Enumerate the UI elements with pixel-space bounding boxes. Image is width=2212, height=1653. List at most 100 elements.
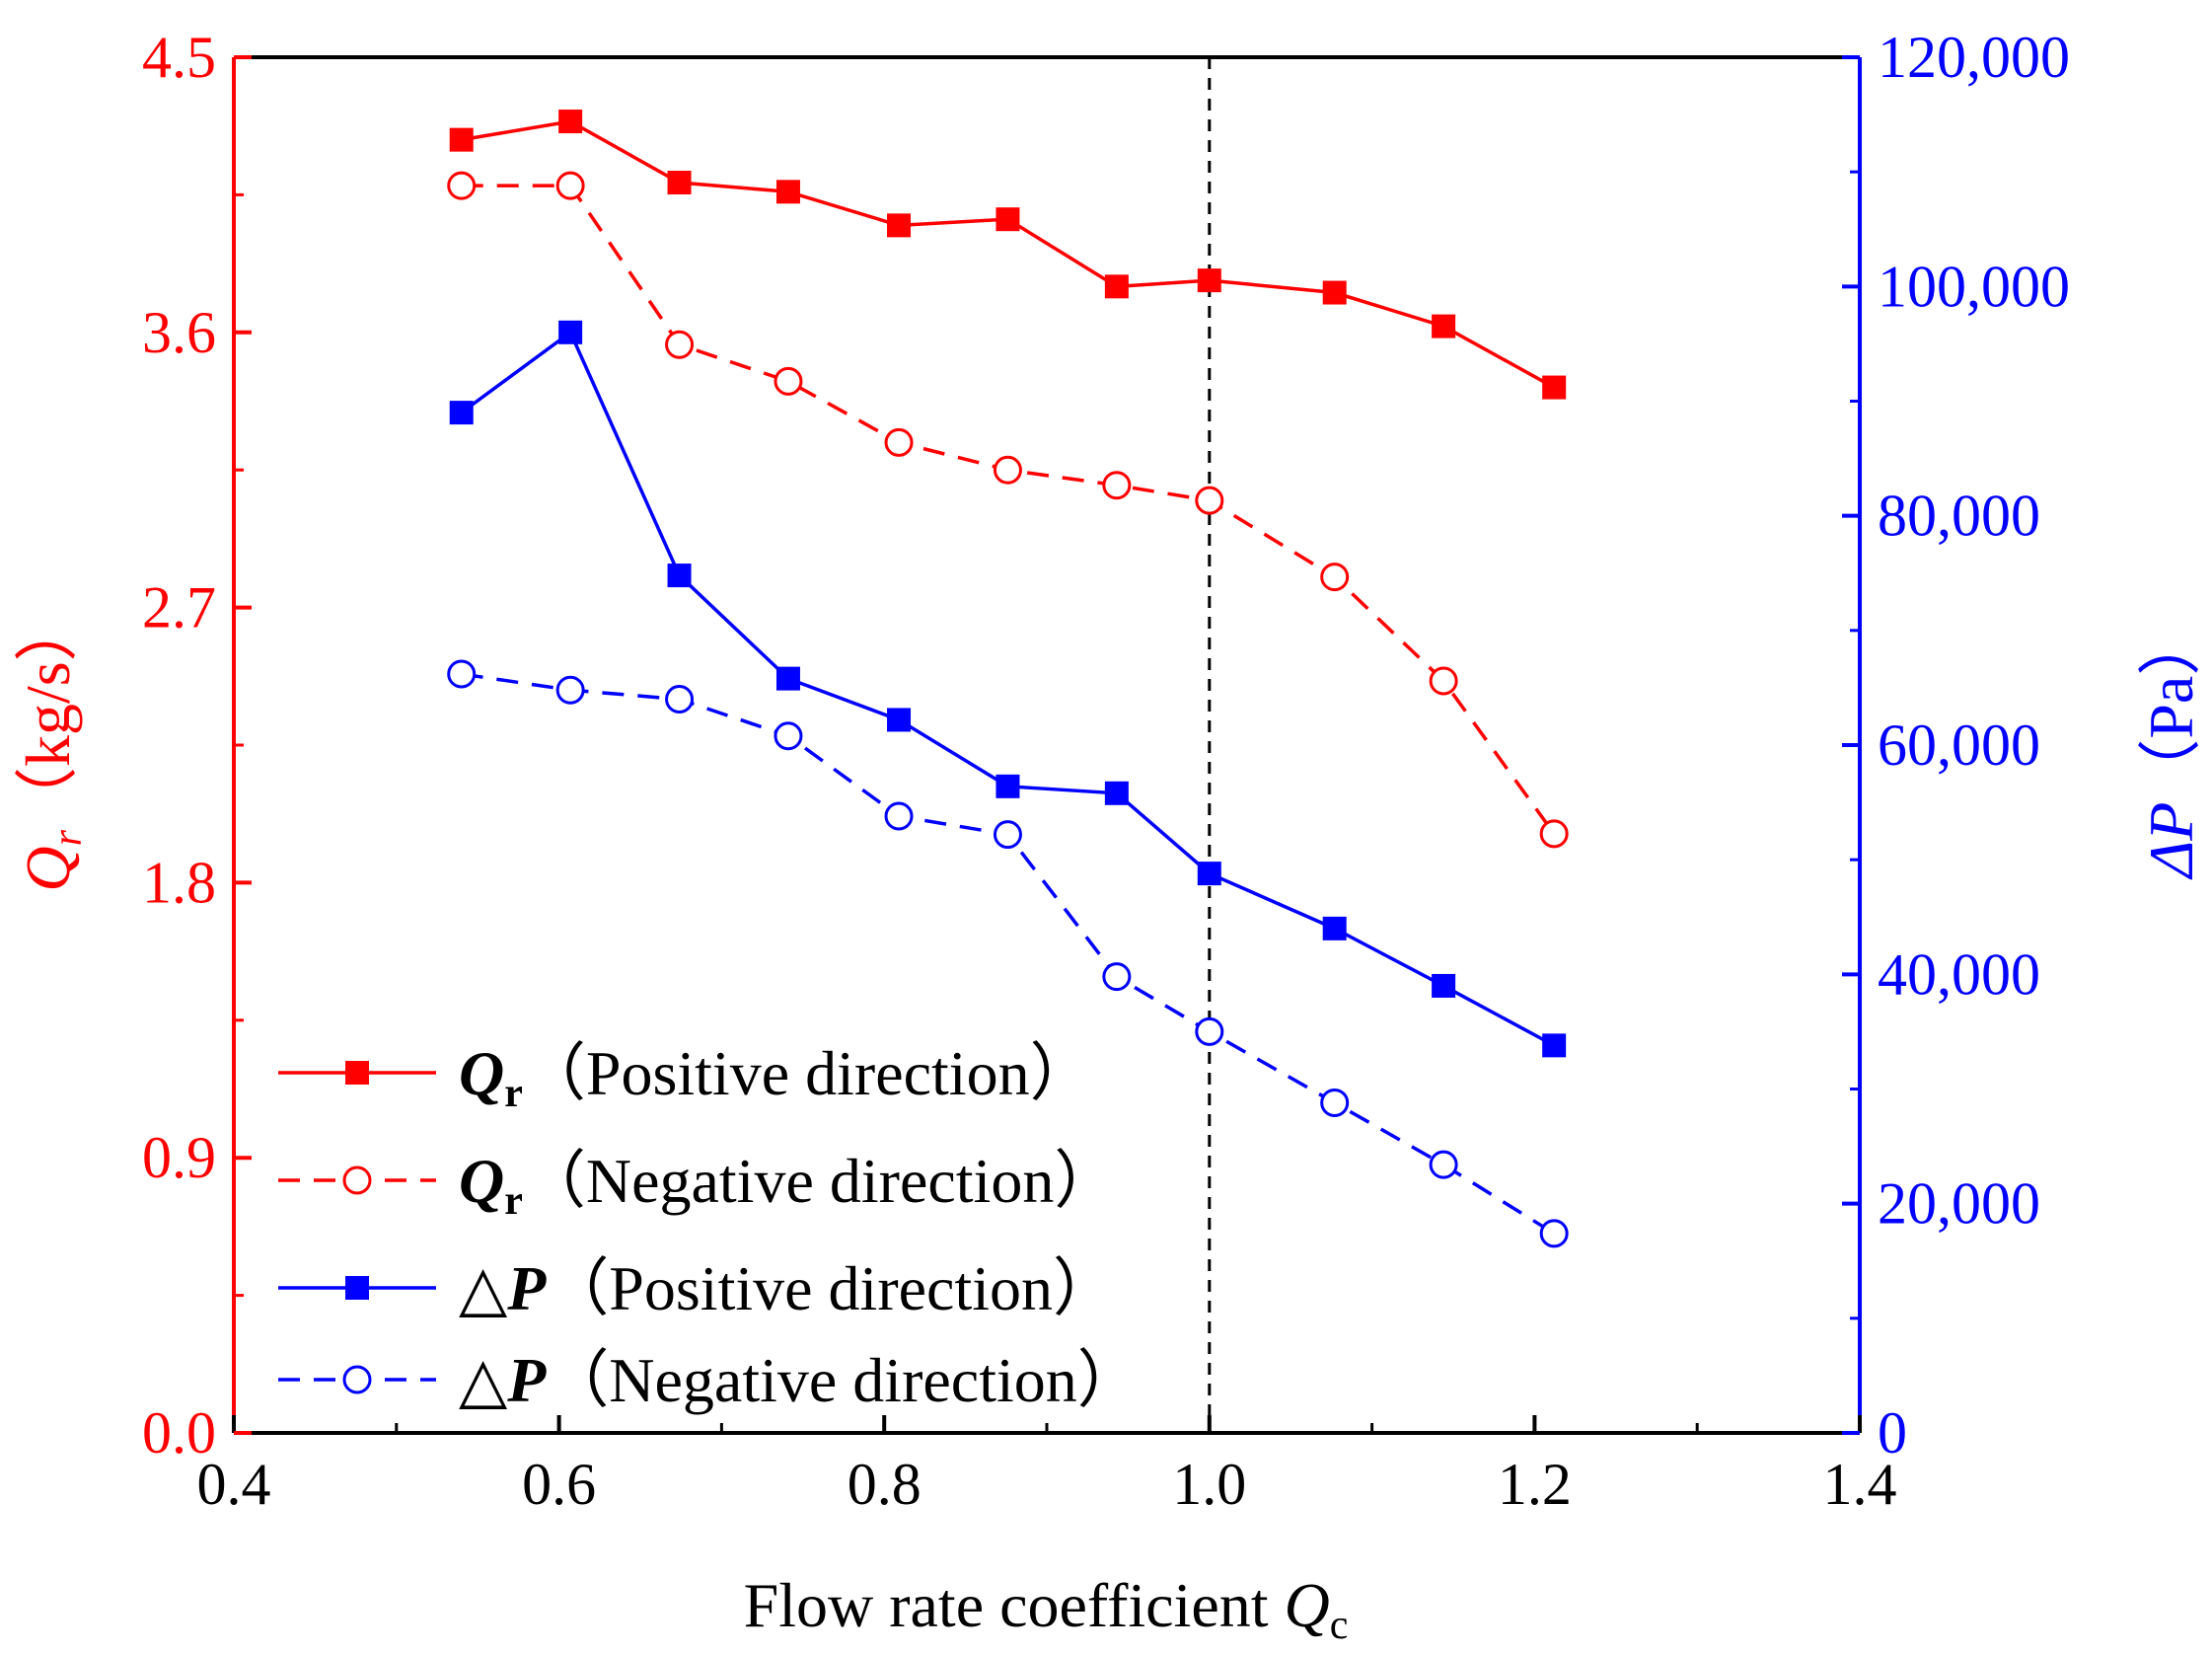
- legend-item-1-marker: [342, 1165, 372, 1195]
- series-1-point-2: [665, 330, 695, 359]
- legend-item-3-text: （Negative direction）: [546, 1345, 1140, 1415]
- series-2-point-2: [667, 564, 692, 588]
- right-tick-label-0: 0: [1878, 1400, 1907, 1465]
- series-1-line: [461, 184, 1556, 835]
- x-axis-title-symbol: Q: [1285, 1570, 1330, 1640]
- series-3-point-9: [1429, 1150, 1458, 1179]
- series-3-point-0: [447, 659, 477, 689]
- x-tick-label-4: 1.2: [1498, 1452, 1572, 1517]
- left-tick-label-3: 2.7: [142, 575, 216, 640]
- legend-item-2-label: △P（Positive direction）: [459, 1253, 1116, 1323]
- series-0-point-4: [887, 213, 912, 238]
- series-0: [449, 110, 1567, 400]
- series-1-point-6: [1102, 471, 1132, 500]
- x-tick-label-0: 0.4: [197, 1452, 271, 1517]
- legend-item-0-text: （Positive direction）: [523, 1038, 1093, 1108]
- legend-item-2-text: （Positive direction）: [546, 1253, 1116, 1323]
- legend-item-2: △P（Positive direction）: [278, 1253, 1116, 1323]
- series-2-point-6: [1104, 781, 1129, 805]
- legend-item-0: Qr（Positive direction）: [278, 1038, 1093, 1116]
- left-axis-title-symbol: Q: [13, 846, 83, 891]
- right-tick-label-3: 60,000: [1878, 713, 2040, 778]
- series-3-point-7: [1195, 1016, 1224, 1046]
- right-y-ticks: 0 20,000 40,000 60,000 80,000 100,000 120,000: [1842, 25, 2070, 1465]
- right-tick-label-2: 40,000: [1878, 941, 2040, 1007]
- left-tick-label-5: 4.5: [142, 25, 216, 90]
- legend-item-0-symbol: Q: [459, 1038, 504, 1108]
- series-1-point-0: [447, 171, 477, 200]
- series-0-point-1: [558, 110, 583, 134]
- series-2-point-5: [995, 774, 1020, 798]
- series-1-point-10: [1539, 819, 1569, 849]
- left-axis-title: Qr（kg/s）: [13, 598, 91, 891]
- series-0-point-0: [449, 127, 474, 152]
- series-0-point-8: [1322, 280, 1347, 305]
- series-2-point-10: [1542, 1033, 1567, 1058]
- right-tick-label-1: 20,000: [1878, 1171, 2040, 1237]
- legend-item-3-label: △P（Negative direction）: [459, 1345, 1141, 1415]
- series-layer: [447, 110, 1569, 1248]
- left-y-ticks: 0.0 0.9 1.8 2.7 3.6 4.5: [142, 25, 252, 1465]
- legend-item-1-sub: r: [504, 1178, 523, 1224]
- series-1-point-7: [1195, 486, 1224, 515]
- x-axis-title: Flow rate coefficient Qc: [744, 1570, 1349, 1648]
- series-3-point-3: [774, 721, 803, 751]
- series-1-point-1: [555, 171, 585, 200]
- x-tick-label-2: 0.8: [848, 1452, 922, 1517]
- left-tick-label-2: 1.8: [142, 850, 216, 915]
- series-2-point-0: [449, 401, 474, 425]
- legend-item-3: △P（Negative direction）: [278, 1345, 1141, 1415]
- legend-item-3-marker: [342, 1365, 372, 1394]
- right-axis-title-symbol: ΔP: [2136, 802, 2206, 881]
- series-2-line: [460, 330, 1556, 1047]
- series-0-point-10: [1542, 375, 1567, 400]
- right-axis-title-text: （Pa）: [2136, 613, 2206, 802]
- series-2-point-1: [558, 320, 583, 344]
- series-0-point-5: [995, 207, 1020, 232]
- series-3-point-4: [884, 801, 914, 831]
- series-1-point-5: [993, 455, 1022, 485]
- legend-item-0-label: Qr（Positive direction）: [459, 1038, 1093, 1116]
- left-tick-label-4: 3.6: [142, 300, 216, 365]
- series-2-point-8: [1322, 916, 1347, 940]
- legend-item-3-symbol: △P: [459, 1345, 547, 1415]
- series-2-point-7: [1197, 862, 1221, 886]
- legend-item-0-sub: r: [504, 1071, 523, 1116]
- series-2-point-4: [887, 708, 912, 732]
- right-tick-label-5: 100,000: [1878, 254, 2070, 319]
- series-3-point-8: [1320, 1088, 1350, 1117]
- right-axis-title: ΔP（Pa）: [2136, 613, 2206, 881]
- legend-item-2-symbol: △P: [459, 1253, 547, 1323]
- series-0-point-2: [667, 171, 692, 195]
- series-2: [449, 320, 1567, 1058]
- series-3-point-6: [1102, 962, 1132, 992]
- series-1: [447, 171, 1569, 849]
- series-2-point-3: [775, 666, 800, 691]
- series-0-point-7: [1197, 268, 1221, 293]
- left-tick-label-1: 0.9: [142, 1125, 216, 1190]
- right-tick-label-4: 80,000: [1878, 484, 2040, 549]
- x-tick-label-1: 0.6: [522, 1452, 596, 1517]
- x-tick-label-5: 1.4: [1823, 1452, 1897, 1517]
- series-3-point-2: [665, 685, 695, 714]
- series-1-point-9: [1429, 666, 1458, 696]
- legend-item-1-text: （Negative direction）: [523, 1146, 1117, 1216]
- series-3-point-5: [993, 820, 1022, 850]
- series-1-point-4: [884, 427, 914, 457]
- legend-item-1-symbol: Q: [459, 1146, 504, 1216]
- series-3: [447, 659, 1569, 1248]
- left-tick-label-0: 0.0: [142, 1400, 216, 1465]
- series-0-point-6: [1104, 274, 1129, 299]
- series-2-point-9: [1432, 973, 1456, 998]
- right-tick-label-6: 120,000: [1878, 25, 2070, 90]
- legend-item-2-marker: [345, 1276, 369, 1300]
- series-1-point-3: [774, 366, 803, 396]
- x-ticks: 0.4 0.6 0.8 1.0 1.2 1.4: [197, 1415, 1897, 1517]
- series-0-point-3: [775, 180, 800, 204]
- legend-item-1-label: Qr（Negative direction）: [459, 1146, 1117, 1224]
- series-3-point-1: [555, 675, 585, 705]
- series-0-line: [461, 119, 1556, 390]
- series-1-point-8: [1320, 563, 1350, 592]
- legend: Qr（Positive direction）Qr（Negative direct…: [278, 1038, 1141, 1415]
